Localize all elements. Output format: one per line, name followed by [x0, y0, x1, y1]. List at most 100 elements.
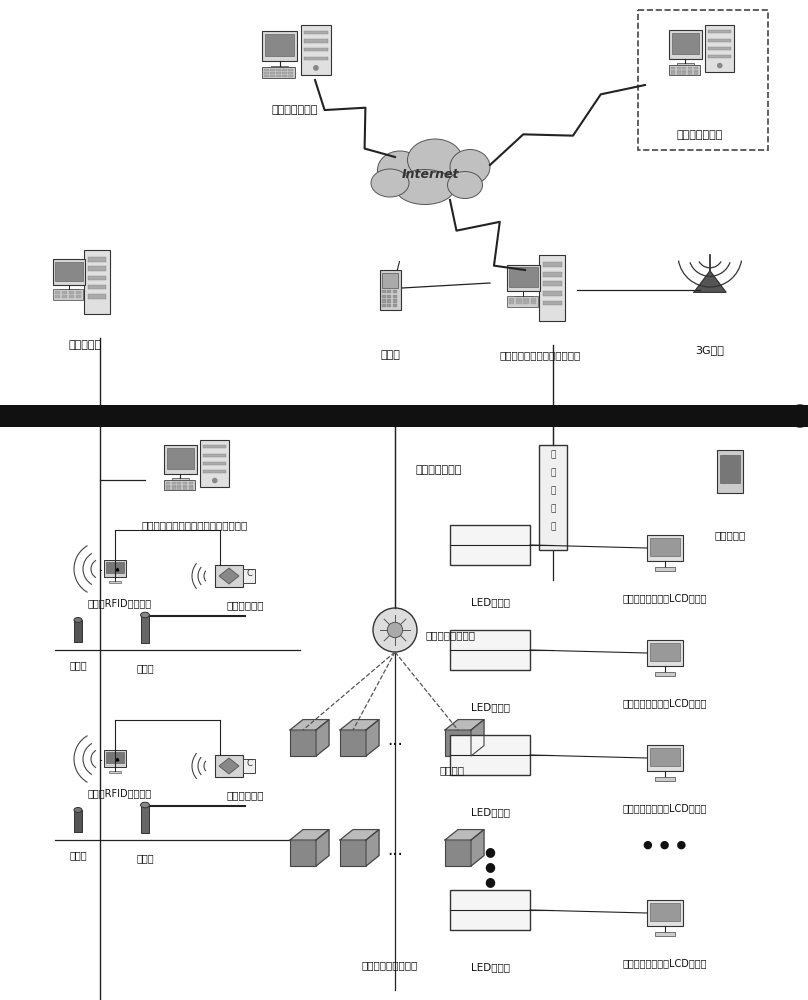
Text: 控制器: 控制器	[69, 850, 86, 860]
Circle shape	[789, 405, 808, 427]
Bar	[55, 262, 83, 281]
Bar	[270, 75, 275, 77]
Bar	[271, 66, 288, 69]
Bar	[694, 70, 698, 72]
Circle shape	[373, 608, 417, 652]
Bar	[705, 25, 734, 72]
Bar	[709, 30, 731, 33]
Bar	[0, 405, 808, 427]
Polygon shape	[219, 568, 239, 584]
Bar	[88, 294, 106, 299]
Polygon shape	[366, 830, 379, 866]
Bar	[694, 67, 698, 69]
Bar	[282, 72, 287, 74]
Text: 无线传感车位检测器: 无线传感车位检测器	[362, 960, 418, 970]
Bar	[270, 69, 275, 71]
Text: 车牌识别系统: 车牌识别系统	[226, 790, 263, 800]
Ellipse shape	[74, 617, 82, 622]
Bar	[74, 810, 82, 832]
Bar	[171, 485, 176, 487]
Bar	[387, 295, 391, 298]
Polygon shape	[290, 720, 329, 730]
Text: ...: ...	[387, 841, 403, 859]
Ellipse shape	[141, 802, 149, 808]
Bar	[380, 270, 401, 310]
Bar	[74, 620, 82, 642]
Bar	[669, 65, 700, 75]
Bar	[539, 445, 567, 550]
Ellipse shape	[74, 808, 82, 812]
Ellipse shape	[448, 172, 482, 198]
Bar	[171, 487, 176, 490]
Bar	[288, 69, 292, 71]
Bar	[393, 299, 397, 303]
Bar	[514, 296, 533, 299]
Bar	[171, 482, 176, 484]
Bar	[682, 72, 687, 75]
Bar	[288, 72, 292, 74]
Circle shape	[314, 66, 318, 70]
Circle shape	[718, 63, 722, 68]
Polygon shape	[316, 720, 329, 756]
Bar	[516, 298, 522, 301]
Bar	[200, 440, 229, 487]
Text: 短信猖: 短信猖	[380, 350, 400, 360]
Text: 带播放器的一体化LCD显示器: 带播放器的一体化LCD显示器	[623, 958, 707, 968]
Bar	[53, 289, 83, 300]
Bar	[55, 291, 61, 294]
Bar	[106, 562, 124, 573]
Bar	[215, 565, 243, 587]
Bar	[445, 840, 471, 866]
Ellipse shape	[450, 149, 490, 184]
Bar	[183, 485, 187, 487]
Bar	[109, 771, 120, 773]
Text: 讯: 讯	[550, 468, 556, 478]
Text: 多跳线无线路由: 多跳线无线路由	[415, 465, 461, 475]
Bar	[655, 567, 675, 571]
Text: 带播放器的一体化LCD显示器: 带播放器的一体化LCD显示器	[623, 698, 707, 708]
Bar	[290, 840, 316, 866]
Circle shape	[387, 622, 402, 638]
Text: Internet: Internet	[402, 168, 459, 182]
Bar	[141, 805, 149, 833]
Bar	[84, 250, 110, 314]
Text: 停车场管理计算机（带车牌自动识别）: 停车场管理计算机（带车牌自动识别）	[142, 520, 248, 530]
Text: LED显示屏: LED显示屏	[470, 962, 510, 972]
Ellipse shape	[407, 139, 462, 181]
Bar	[450, 890, 530, 930]
Bar	[650, 643, 680, 661]
Bar	[276, 69, 280, 71]
Text: 挡车器: 挡车器	[137, 853, 154, 863]
Bar	[650, 748, 680, 766]
Bar	[264, 75, 268, 77]
Bar	[69, 295, 74, 298]
Bar	[103, 750, 126, 767]
Bar	[381, 304, 385, 307]
Polygon shape	[445, 720, 484, 730]
Bar	[243, 569, 255, 583]
Bar	[264, 72, 268, 74]
Bar	[509, 267, 538, 287]
Bar	[381, 290, 385, 293]
Bar	[166, 487, 170, 490]
Bar	[204, 445, 226, 448]
Bar	[543, 301, 562, 305]
Bar	[509, 301, 515, 304]
Text: 带播放器的一体化LCD显示器: 带播放器的一体化LCD显示器	[623, 593, 707, 603]
Bar	[270, 72, 275, 74]
Polygon shape	[445, 830, 484, 840]
Ellipse shape	[371, 169, 409, 197]
Bar	[387, 299, 391, 303]
Bar	[669, 30, 702, 59]
Bar	[688, 70, 692, 72]
Text: C: C	[246, 568, 252, 578]
Bar	[53, 259, 86, 285]
Bar	[215, 755, 243, 777]
Bar	[177, 482, 182, 484]
Bar	[638, 10, 768, 150]
Bar	[276, 72, 280, 74]
Circle shape	[213, 478, 217, 483]
Text: 转: 转	[550, 487, 556, 495]
Bar	[76, 295, 82, 298]
Bar	[709, 55, 731, 58]
